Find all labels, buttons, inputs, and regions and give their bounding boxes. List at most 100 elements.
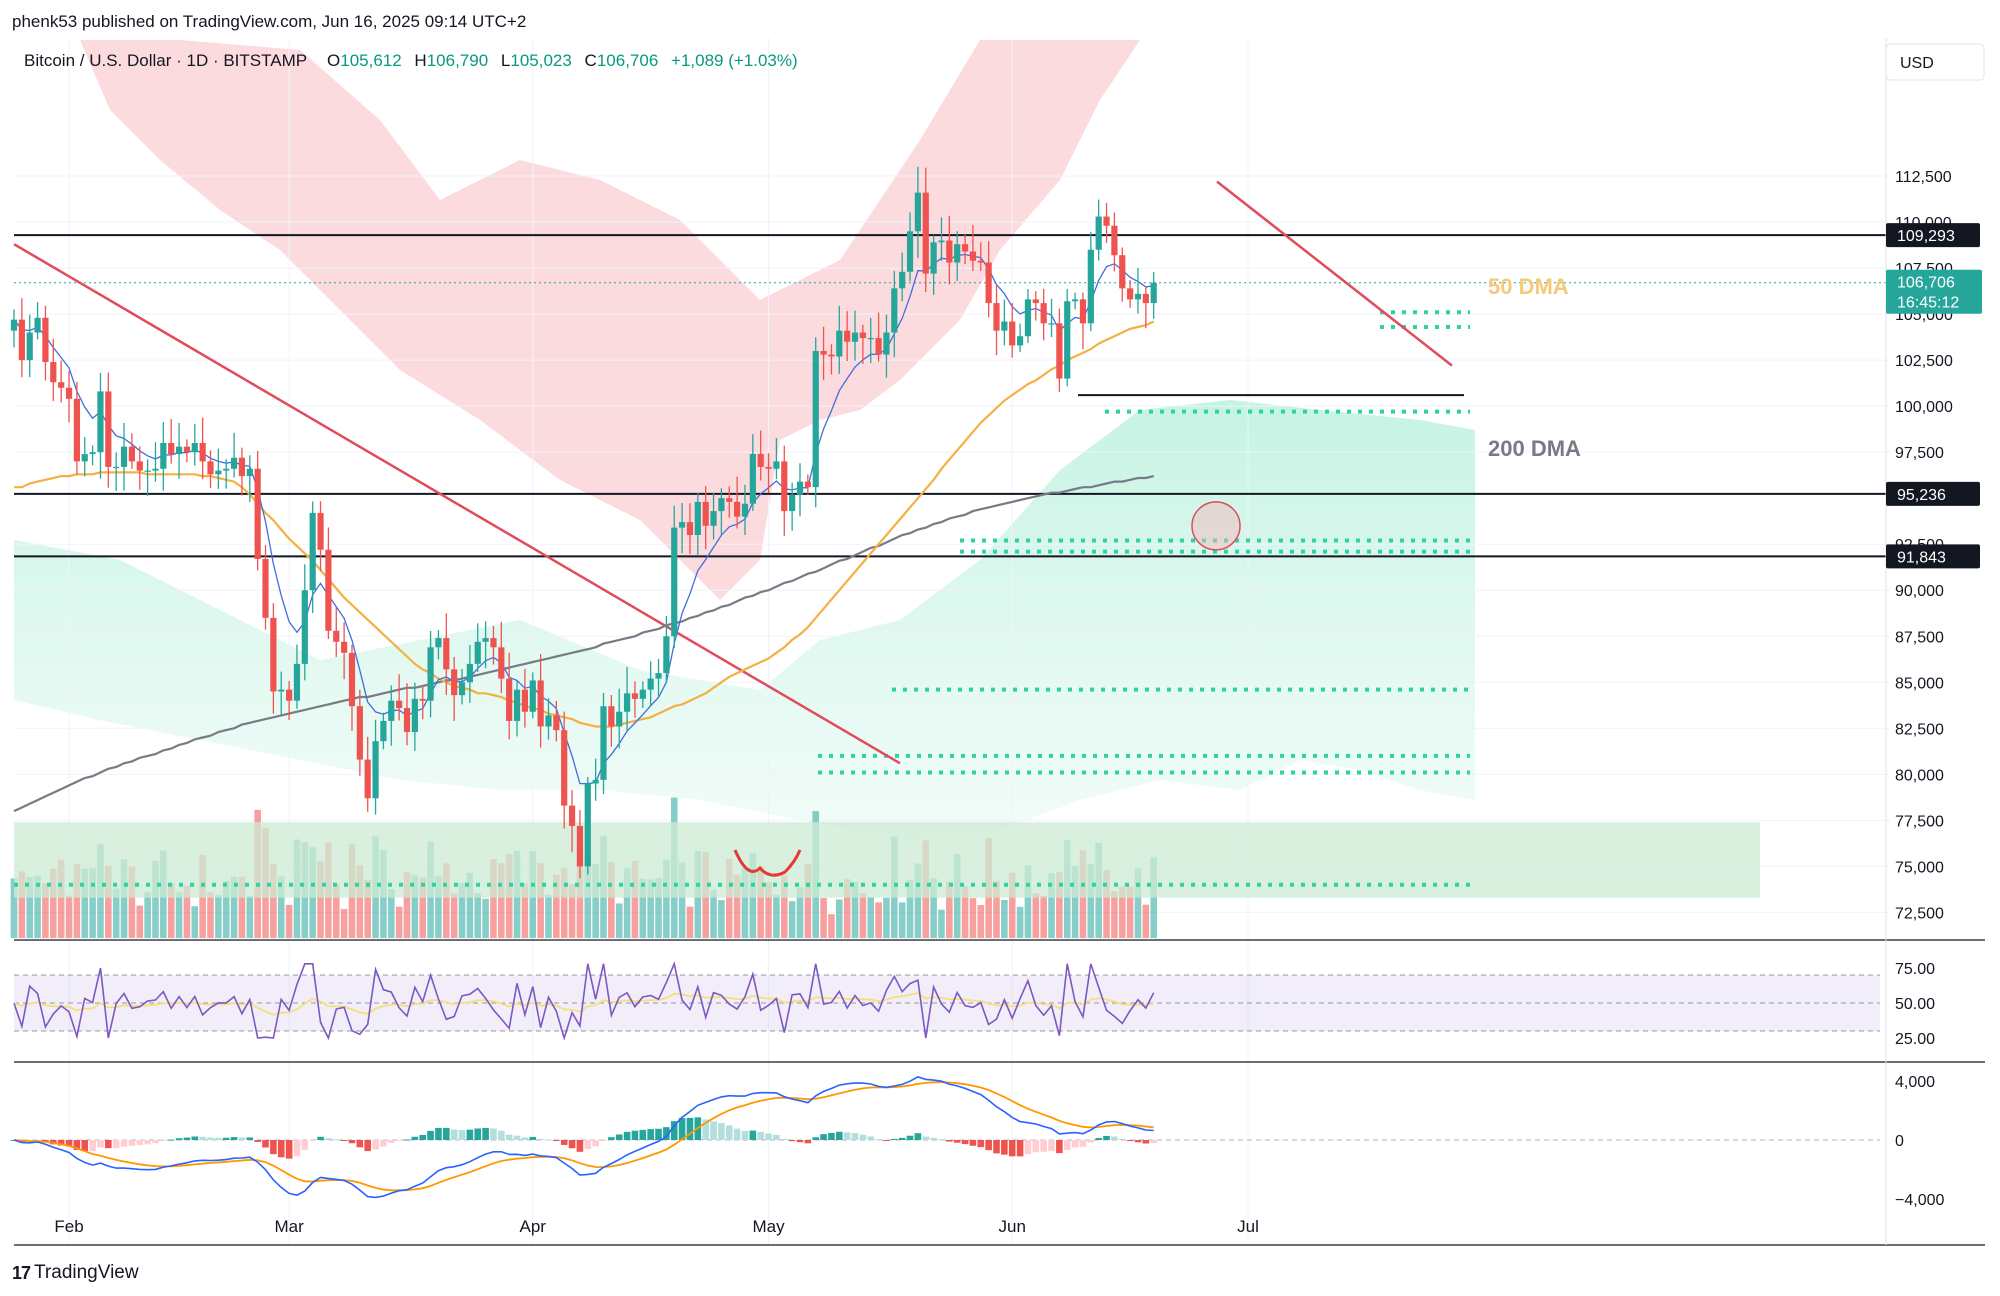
candle-body-63 xyxy=(506,678,513,721)
candle-body-135 xyxy=(1072,299,1079,302)
macd-hist-89 xyxy=(710,1121,717,1140)
macd-tick-label-1: 0 xyxy=(1895,1133,1904,1150)
volume-bar-26 xyxy=(215,895,222,938)
candle-body-50 xyxy=(403,708,411,732)
macd-hist-50 xyxy=(403,1139,411,1141)
volume-bar-30 xyxy=(246,895,254,938)
legend-symbol: Bitcoin / U.S. Dollar · 1D · BITSTAMP xyxy=(24,51,307,70)
candle-body-26 xyxy=(215,470,222,475)
macd-hist-72 xyxy=(576,1140,584,1152)
level-badge-value-0: 109,293 xyxy=(1897,228,1955,245)
price-tick-label-14: 75,000 xyxy=(1895,859,1944,876)
candle-body-142 xyxy=(1127,288,1134,300)
currency-button[interactable] xyxy=(1885,43,1985,81)
candle-body-37 xyxy=(301,590,308,664)
macd-hist-59 xyxy=(474,1128,482,1140)
volume-bar-118 xyxy=(938,909,945,938)
volume-bar-4 xyxy=(42,883,49,938)
candle-body-127 xyxy=(1009,321,1016,346)
volume-bar-81 xyxy=(647,879,654,938)
candle-body-10 xyxy=(89,452,96,455)
macd-hist-62 xyxy=(498,1130,505,1140)
macd-hist-93 xyxy=(741,1130,749,1140)
macd-hist-98 xyxy=(780,1139,788,1141)
price-badges: 109,293 95,236 91,843 106,706 16:45:12 xyxy=(1886,223,1982,569)
volume-bar-99 xyxy=(788,901,796,938)
candle-body-41 xyxy=(333,630,340,642)
volume-bar-45 xyxy=(364,879,371,938)
rsi-line xyxy=(13,961,1155,1041)
candle-body-43 xyxy=(348,652,356,707)
candle-body-124 xyxy=(985,262,992,304)
candle-body-100 xyxy=(796,481,804,495)
macd-hist-109 xyxy=(867,1136,875,1140)
macd-hist-44 xyxy=(356,1140,364,1148)
volume-bar-16 xyxy=(136,905,144,938)
crossover-circle xyxy=(1191,501,1241,551)
macd-hist-17 xyxy=(144,1140,151,1145)
candle-body-131 xyxy=(1040,303,1047,324)
macd-hist-22 xyxy=(183,1137,191,1140)
candle-body-136 xyxy=(1079,299,1087,324)
candle-body-19 xyxy=(160,442,167,469)
macd-hist-49 xyxy=(395,1140,403,1141)
level-badge-1 xyxy=(1886,481,1980,506)
macd-hist-132 xyxy=(1048,1140,1055,1152)
candle-body-69 xyxy=(553,715,560,731)
volume-bar-125 xyxy=(993,880,1000,938)
volume-bar-98 xyxy=(780,875,788,938)
volume-bar-1 xyxy=(18,871,26,938)
time-axis[interactable]: Feb Mar Apr May Jun Jul xyxy=(54,1217,1259,1236)
price-tick-label-0: 112,500 xyxy=(1895,169,1952,186)
volume-bar-59 xyxy=(474,893,482,938)
macd-hist-71 xyxy=(568,1140,576,1149)
candle-body-6 xyxy=(58,382,65,388)
volume-bar-34 xyxy=(277,876,285,938)
macd-hist-47 xyxy=(380,1140,387,1147)
candle-body-39 xyxy=(317,512,324,550)
macd-hist-8 xyxy=(73,1140,81,1150)
price-axis[interactable]: 112,500110,000107,500105,000102,500100,0… xyxy=(1895,169,1953,922)
volume-bar-18 xyxy=(152,860,159,938)
macd-hist-64 xyxy=(513,1135,521,1140)
candle-body-58 xyxy=(466,663,473,683)
macd-pane: 4,000 0 −4,000 xyxy=(10,1074,1944,1209)
volume-bar-108 xyxy=(859,893,867,938)
volume-bar-57 xyxy=(458,883,466,938)
publisher-caption: phenk53 published on TradingView.com, Ju… xyxy=(12,12,527,31)
macd-hist-136 xyxy=(1079,1140,1087,1147)
macd-hist-110 xyxy=(875,1139,882,1141)
level-badge-2 xyxy=(1886,544,1980,569)
candles xyxy=(10,166,1157,879)
candle-body-62 xyxy=(498,647,505,679)
volume-bar-65 xyxy=(521,883,529,938)
macd-hist-56 xyxy=(450,1129,458,1140)
volume-bar-55 xyxy=(443,863,450,938)
candle-body-84 xyxy=(671,527,678,637)
candle-body-52 xyxy=(419,698,426,701)
tradingview-logo[interactable]: 17 TradingView xyxy=(12,1262,139,1284)
cloud-bands xyxy=(14,40,1475,840)
volume-bar-13 xyxy=(112,888,120,938)
macd-hist-7 xyxy=(65,1140,73,1147)
macd-hist-117 xyxy=(930,1137,937,1140)
time-tick-label-1: Mar xyxy=(274,1217,304,1236)
candle-body-83 xyxy=(663,636,670,674)
macd-hist-142 xyxy=(1126,1140,1134,1142)
macd-hist-42 xyxy=(340,1140,348,1141)
rsi-band xyxy=(14,975,1880,1031)
volume-bar-122 xyxy=(969,898,977,938)
logo-mark-icon: 17 xyxy=(12,1262,31,1283)
volume-bar-119 xyxy=(946,881,953,938)
volume-bar-44 xyxy=(356,865,364,938)
price-tick-label-12: 80,000 xyxy=(1895,767,1944,784)
downtrend-line-major xyxy=(13,243,901,765)
macd-hist-122 xyxy=(969,1140,977,1146)
volume-bar-79 xyxy=(631,860,639,938)
macd-hist-82 xyxy=(655,1128,662,1140)
current-price-badge xyxy=(1886,269,1982,314)
macd-hist-141 xyxy=(1118,1138,1126,1140)
macd-hist-84 xyxy=(670,1121,678,1140)
candle-body-0 xyxy=(10,319,18,331)
